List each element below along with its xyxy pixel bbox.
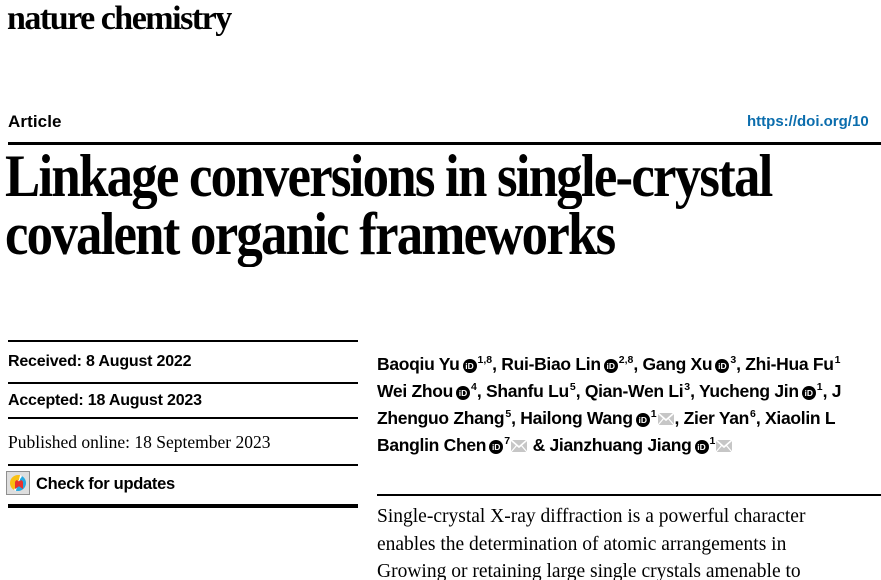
timeline-divider [8, 382, 358, 384]
author-name: Banglin Chen [377, 435, 487, 455]
affiliation-superscript: 1 [816, 381, 823, 393]
author-name: Hailong Wang [520, 408, 633, 428]
abstract-line: Growing or retaining large single crysta… [377, 561, 801, 580]
masthead-divider [8, 142, 881, 145]
received-date: Received: 8 August 2022 [8, 353, 192, 370]
author-separator: , [575, 381, 585, 401]
author-line: Baoqiu Yu iD 1,8, Rui-Biao Lin iD 2,8, Gang … [377, 351, 841, 378]
affiliation-superscript: 7 [504, 435, 511, 447]
doi-link[interactable]: https://doi.org/10 [747, 113, 869, 130]
abstract-line: Single-crystal X-ray diffraction is a po… [377, 506, 806, 527]
author-separator: , [492, 354, 502, 374]
author-lines: Baoqiu Yu iD 1,8, Rui-Biao Lin iD 2,8, Gang … [377, 351, 841, 459]
affiliation-superscript: 6 [750, 408, 756, 420]
author-separator: , [633, 354, 643, 374]
author-separator: , [822, 381, 832, 401]
abstract-line: enables the determination of atomic arra… [377, 533, 787, 555]
orcid-icon[interactable]: iD [694, 440, 709, 454]
author-name: Xiaolin L [765, 408, 836, 428]
orcid-icon[interactable]: iD [801, 386, 816, 400]
timeline-bottom-divider [8, 504, 358, 508]
affiliation-superscript: 5 [505, 408, 512, 420]
affiliation-superscript: 1,8 [477, 354, 493, 366]
affiliation-superscript: 3 [730, 354, 737, 366]
affiliation-superscript: 3 [684, 381, 691, 393]
author-name: Baoqiu Yu [377, 354, 460, 374]
affiliation-superscript: 1 [834, 354, 841, 366]
orcid-icon[interactable]: iD [603, 359, 618, 373]
author-line: Zhenguo Zhang5, Hailong Wang iD 1, Zier Ya… [377, 405, 841, 432]
author-line: Wei Zhou iD 4, Shanfu Lu5, Qian-Wen Li3, Y… [377, 378, 841, 405]
author-name: Wei Zhou [377, 381, 454, 401]
article-title-line-1: Linkage conversions in single-crystal [5, 143, 773, 209]
author-name: Gang Xu [642, 354, 713, 374]
affiliation-superscript: 4 [471, 381, 477, 393]
timeline-divider [8, 464, 358, 466]
published-date: Published online: 18 September 2023 [8, 432, 271, 452]
author-name: Shanfu Lu [486, 381, 569, 401]
article-title-line-2: covalent organic frameworks [5, 201, 616, 267]
author-separator: & [528, 435, 550, 455]
email-icon[interactable] [716, 432, 733, 459]
article-type-label: Article [8, 112, 62, 131]
author-name: J [831, 381, 842, 401]
author-name: Zier Yan [683, 408, 750, 428]
abstract-divider [377, 494, 881, 496]
orcid-icon[interactable]: iD [715, 359, 730, 373]
affiliation-superscript: 1 [709, 435, 716, 447]
author-separator: , [755, 408, 766, 428]
affiliation-superscript: 5 [569, 381, 576, 393]
author-name: Qian-Wen Li [584, 381, 684, 401]
check-for-updates-link[interactable]: Check for updates [36, 475, 175, 493]
author-separator: , [511, 408, 521, 428]
crossmark-center-icon [15, 480, 23, 489]
accepted-date: Accepted: 18 August 2023 [8, 392, 202, 409]
author-name: Jianzhuang Jiang [549, 435, 692, 455]
orcid-icon[interactable]: iD [489, 440, 504, 454]
affiliation-superscript: 1 [650, 408, 657, 420]
author-separator: , [736, 354, 746, 374]
author-name: Yucheng Jin [698, 381, 799, 401]
affiliation-superscript: 2,8 [618, 354, 634, 366]
author-name: Rui-Biao Lin [501, 354, 601, 374]
journal-wordmark: nature chemistry [7, 0, 232, 37]
author-separator: , [690, 381, 699, 401]
timeline-divider [8, 417, 358, 419]
author-separator: , [476, 381, 486, 401]
author-name: Zhi-Hua Fu [745, 354, 834, 374]
email-icon[interactable] [511, 432, 528, 459]
author-line: Banglin Chen iD 7 & Jianzhuang Jiang iD 1 [377, 432, 841, 459]
orcid-icon[interactable]: iD [456, 386, 471, 400]
author-name: Zhenguo Zhang [377, 408, 505, 428]
timeline-divider [8, 340, 358, 342]
orcid-icon[interactable]: iD [462, 359, 477, 373]
email-icon[interactable] [657, 405, 674, 432]
abstract: Single-crystal X-ray diffraction is a po… [377, 503, 805, 580]
author-separator: , [674, 408, 684, 428]
crossmark-icon[interactable] [6, 471, 30, 495]
orcid-icon[interactable]: iD [635, 413, 650, 427]
